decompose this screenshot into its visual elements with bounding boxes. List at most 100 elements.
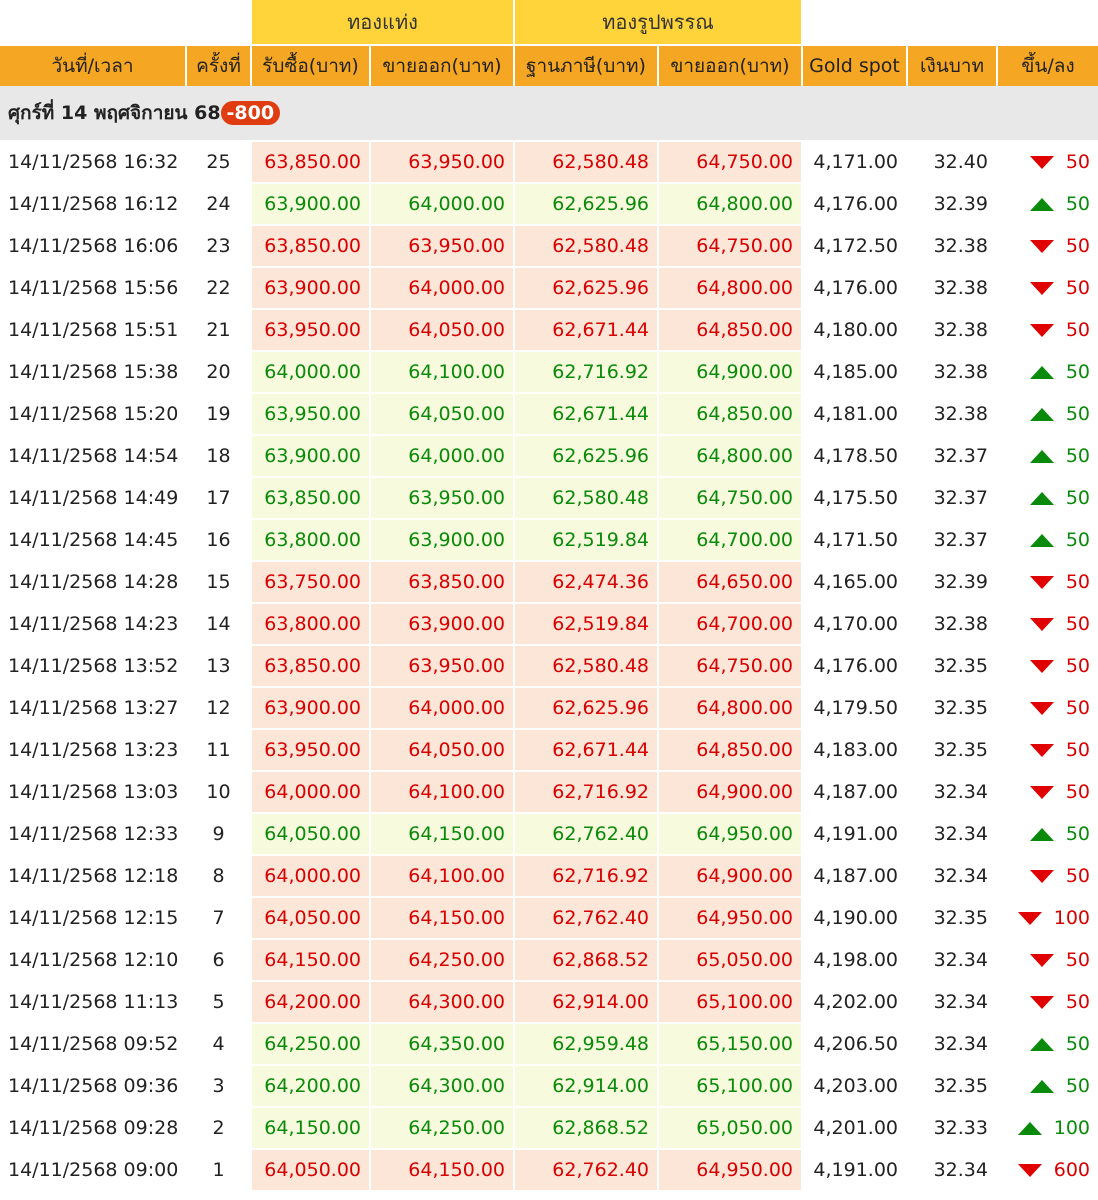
- table-row: 14/11/2568 09:28 2 64,150.00 64,250.00 62,86…: [0, 1108, 1098, 1150]
- row-bar-sell: 64,100.00: [371, 352, 513, 394]
- row-thb: 32.35: [908, 730, 996, 772]
- row-ornament-base: 62,914.00: [515, 1066, 657, 1108]
- triangle-down-icon: [1029, 576, 1054, 589]
- row-ornament-base: 62,868.52: [515, 1108, 657, 1150]
- triangle-down-icon: [1029, 744, 1054, 757]
- row-gold-spot: 4,191.00: [803, 1150, 906, 1192]
- triangle-down-icon: [1029, 870, 1054, 883]
- row-ornament-sell: 64,700.00: [659, 604, 801, 646]
- row-thb: 32.38: [908, 226, 996, 268]
- row-round: 12: [187, 688, 250, 730]
- row-ornament-sell: 64,800.00: [659, 436, 801, 478]
- row-ornament-sell: 65,150.00: [659, 1024, 801, 1066]
- row-gold-spot: 4,185.00: [803, 352, 906, 394]
- col-bar-buy: รับซื้อ(บาท): [252, 44, 369, 86]
- table-row: 14/11/2568 11:13 5 64,200.00 64,300.00 62,91…: [0, 982, 1098, 1024]
- row-change-value: 50: [1065, 1075, 1090, 1097]
- row-thb: 32.34: [908, 856, 996, 898]
- row-ornament-base: 62,519.84: [515, 520, 657, 562]
- row-change: 50: [998, 142, 1098, 184]
- triangle-down-icon: [1017, 912, 1042, 925]
- row-thb: 32.40: [908, 142, 996, 184]
- row-change-value: 50: [1065, 319, 1090, 341]
- row-gold-spot: 4,183.00: [803, 730, 906, 772]
- row-bar-buy: 64,050.00: [252, 814, 369, 856]
- row-datetime: 14/11/2568 15:38: [0, 352, 185, 394]
- row-change: 50: [998, 268, 1098, 310]
- triangle-up-icon: [1029, 534, 1054, 547]
- row-bar-sell: 64,000.00: [371, 184, 513, 226]
- row-bar-sell: 63,900.00: [371, 604, 513, 646]
- row-ornament-base: 62,671.44: [515, 310, 657, 352]
- table-row: 14/11/2568 13:23 11 63,950.00 64,050.00 62,6…: [0, 730, 1098, 772]
- row-bar-sell: 64,150.00: [371, 1150, 513, 1192]
- row-ornament-base: 62,914.00: [515, 982, 657, 1024]
- row-round: 15: [187, 562, 250, 604]
- triangle-down-icon: [1017, 1164, 1042, 1177]
- row-round: 7: [187, 898, 250, 940]
- row-change-value: 50: [1065, 991, 1090, 1013]
- table-row: 14/11/2568 14:54 18 63,900.00 64,000.00 62,6…: [0, 436, 1098, 478]
- row-bar-buy: 63,950.00: [252, 730, 369, 772]
- row-round: 25: [187, 142, 250, 184]
- row-bar-sell: 64,050.00: [371, 730, 513, 772]
- row-ornament-sell: 64,800.00: [659, 268, 801, 310]
- row-ornament-base: 62,762.40: [515, 1150, 657, 1192]
- row-change-value: 50: [1065, 529, 1090, 551]
- row-change-value: 50: [1065, 781, 1090, 803]
- row-gold-spot: 4,176.00: [803, 268, 906, 310]
- row-bar-sell: 63,850.00: [371, 562, 513, 604]
- row-datetime: 14/11/2568 15:51: [0, 310, 185, 352]
- row-round: 19: [187, 394, 250, 436]
- row-gold-spot: 4,170.00: [803, 604, 906, 646]
- col-round: ครั้งที่: [187, 44, 250, 86]
- row-ornament-sell: 64,750.00: [659, 226, 801, 268]
- row-change-value: 100: [1053, 1117, 1090, 1139]
- table-row: 14/11/2568 13:03 10 64,000.00 64,100.00 62,7…: [0, 772, 1098, 814]
- row-change-value: 50: [1065, 865, 1090, 887]
- table-row: 14/11/2568 15:38 20 64,000.00 64,100.00 62,7…: [0, 352, 1098, 394]
- row-bar-sell: 64,150.00: [371, 898, 513, 940]
- row-ornament-base: 62,716.92: [515, 772, 657, 814]
- col-gold-spot: Gold spot: [803, 44, 906, 86]
- row-bar-buy: 63,850.00: [252, 226, 369, 268]
- row-ornament-sell: 64,900.00: [659, 352, 801, 394]
- row-ornament-sell: 65,050.00: [659, 940, 801, 982]
- row-ornament-sell: 64,850.00: [659, 730, 801, 772]
- row-bar-sell: 63,950.00: [371, 142, 513, 184]
- triangle-up-icon: [1029, 492, 1054, 505]
- row-thb: 32.37: [908, 436, 996, 478]
- row-datetime: 14/11/2568 14:49: [0, 478, 185, 520]
- column-header-row: วันที่/เวลา ครั้งที่ รับซื้อ(บาท) ขายออก…: [0, 44, 1098, 86]
- row-bar-buy: 63,850.00: [252, 142, 369, 184]
- row-datetime: 14/11/2568 14:54: [0, 436, 185, 478]
- row-thb: 32.34: [908, 940, 996, 982]
- row-change: 50: [998, 814, 1098, 856]
- row-gold-spot: 4,180.00: [803, 310, 906, 352]
- triangle-down-icon: [1029, 702, 1054, 715]
- row-ornament-sell: 65,050.00: [659, 1108, 801, 1150]
- row-datetime: 14/11/2568 11:13: [0, 982, 185, 1024]
- row-bar-buy: 64,200.00: [252, 982, 369, 1024]
- row-bar-sell: 64,300.00: [371, 982, 513, 1024]
- col-change: ขึ้น/ลง: [998, 44, 1098, 86]
- row-gold-spot: 4,203.00: [803, 1066, 906, 1108]
- row-thb: 32.35: [908, 898, 996, 940]
- row-round: 5: [187, 982, 250, 1024]
- row-bar-buy: 64,000.00: [252, 772, 369, 814]
- row-round: 6: [187, 940, 250, 982]
- row-datetime: 14/11/2568 14:45: [0, 520, 185, 562]
- row-change: 50: [998, 520, 1098, 562]
- row-ornament-base: 62,625.96: [515, 436, 657, 478]
- row-datetime: 14/11/2568 09:00: [0, 1150, 185, 1192]
- row-bar-buy: 64,150.00: [252, 940, 369, 982]
- triangle-up-icon: [1029, 1038, 1054, 1051]
- row-bar-sell: 64,250.00: [371, 1108, 513, 1150]
- table-row: 14/11/2568 09:52 4 64,250.00 64,350.00 62,95…: [0, 1024, 1098, 1066]
- row-bar-buy: 64,000.00: [252, 856, 369, 898]
- row-bar-sell: 64,050.00: [371, 394, 513, 436]
- row-round: 3: [187, 1066, 250, 1108]
- row-ornament-base: 62,959.48: [515, 1024, 657, 1066]
- row-round: 4: [187, 1024, 250, 1066]
- row-round: 9: [187, 814, 250, 856]
